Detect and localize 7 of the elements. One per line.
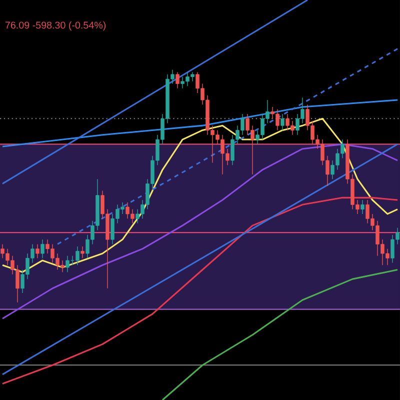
candlestick: [280, 114, 284, 131]
candlestick: [176, 72, 180, 89]
candlestick: [36, 244, 40, 258]
candlestick: [360, 200, 364, 214]
candlestick: [40, 239, 44, 258]
candlestick: [80, 246, 84, 258]
text: 76.09 -598.30 (-0.54%): [5, 21, 106, 31]
